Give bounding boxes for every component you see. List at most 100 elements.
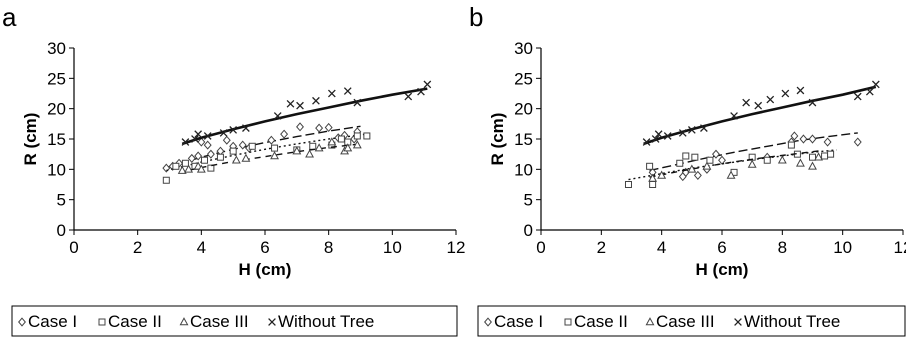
data-point: [718, 155, 726, 165]
data-point: [754, 101, 763, 110]
data-point: [172, 162, 180, 170]
data-point: [363, 132, 371, 140]
data-point: [871, 80, 880, 89]
data-point: [270, 151, 279, 160]
data-point: [194, 130, 203, 139]
data-point: [184, 164, 194, 173]
x-tick-label: 10: [383, 238, 402, 257]
x-tick-label: 4: [657, 238, 666, 257]
legend-marker-diamond: [18, 317, 26, 327]
data-point: [229, 126, 238, 134]
data-point: [206, 149, 215, 159]
data-point: [766, 95, 775, 104]
data-point: [229, 147, 237, 155]
legend-label: Case II: [574, 312, 628, 331]
data-point: [726, 170, 736, 179]
chart-panel-a: a 0 5 10 15 20 25 30 0 2 4 6 8 10 12 H (cm) R (cm) Case I…: [2, 2, 465, 337]
x-tick-label: 8: [778, 238, 787, 257]
data-point: [642, 138, 651, 146]
y-axis-title: R (cm): [21, 113, 40, 166]
data-point: [324, 122, 333, 133]
data-point: [702, 161, 712, 170]
legend-label: Without Tree: [744, 312, 840, 331]
data-point: [781, 89, 790, 98]
data-point: [777, 155, 787, 164]
trend-line: [643, 85, 877, 146]
y-tick-label: 20: [47, 100, 66, 119]
x-tick-label: 2: [133, 238, 142, 257]
legend-b: Case I Case II Case III Without Tree: [477, 305, 906, 337]
data-point: [315, 123, 324, 133]
data-point: [799, 134, 808, 144]
data-point: [808, 134, 817, 144]
trend-line: [181, 87, 428, 146]
data-point: [853, 137, 862, 147]
data-point: [827, 150, 835, 158]
data-point: [203, 140, 212, 150]
data-point: [648, 173, 658, 182]
data-point: [196, 164, 206, 173]
data-point: [706, 156, 714, 164]
data-point: [654, 130, 663, 139]
data-point: [343, 143, 353, 152]
series-case-iii: [648, 149, 823, 182]
y-tick-label: 15: [514, 130, 533, 149]
legend-box: [477, 305, 906, 337]
data-point: [687, 164, 697, 173]
data-point: [337, 135, 345, 143]
data-point: [730, 112, 738, 120]
data-point: [687, 126, 696, 134]
data-point: [314, 143, 324, 152]
data-point: [787, 141, 795, 149]
data-point: [207, 164, 215, 172]
data-point: [216, 153, 224, 161]
y-tick-label: 10: [47, 160, 66, 179]
data-point: [296, 122, 304, 132]
data-point: [238, 140, 247, 150]
data-point: [795, 158, 805, 167]
y-tick-label: 25: [47, 69, 66, 88]
series-case-iii: [177, 137, 362, 174]
data-point: [309, 142, 317, 150]
data-point: [273, 112, 282, 120]
data-point: [327, 137, 337, 146]
data-point: [296, 101, 304, 110]
data-point: [219, 129, 228, 137]
data-point: [657, 170, 667, 179]
data-point: [181, 138, 190, 146]
x-tick-label: 8: [324, 238, 333, 257]
data-point: [242, 124, 250, 132]
data-point: [286, 99, 295, 108]
y-axis-title: R (cm): [488, 113, 507, 166]
data-point: [305, 149, 315, 158]
y-tick-label: 25: [514, 69, 533, 88]
legend-marker-triangle: [179, 317, 189, 326]
x-axis-title: H (cm): [239, 260, 292, 279]
panel-letter-b: b: [469, 2, 483, 32]
y-tick-label: 30: [514, 39, 533, 58]
legend-label: Case I: [494, 312, 543, 331]
data-point: [823, 137, 832, 147]
y-tick-label: 20: [514, 100, 533, 119]
series-case-ii: [624, 141, 837, 188]
data-point: [624, 181, 632, 188]
x-tick-label: 2: [597, 238, 606, 257]
data-point: [187, 153, 196, 163]
data-point: [353, 98, 362, 107]
y-tick-label: 5: [524, 191, 533, 210]
data-point: [271, 144, 279, 152]
data-point: [814, 152, 823, 161]
data-point: [676, 159, 684, 167]
data-point: [280, 129, 289, 139]
data-point: [312, 96, 320, 105]
data-point: [267, 135, 276, 145]
legend-box: [11, 305, 458, 337]
x-tick-label: 10: [833, 238, 852, 257]
data-point: [763, 156, 771, 164]
data-point: [353, 132, 361, 140]
legend-label: Case II: [108, 312, 162, 331]
data-point: [203, 132, 212, 140]
legend-label: Case I: [28, 312, 77, 331]
x-axis-title: H (cm): [696, 260, 749, 279]
